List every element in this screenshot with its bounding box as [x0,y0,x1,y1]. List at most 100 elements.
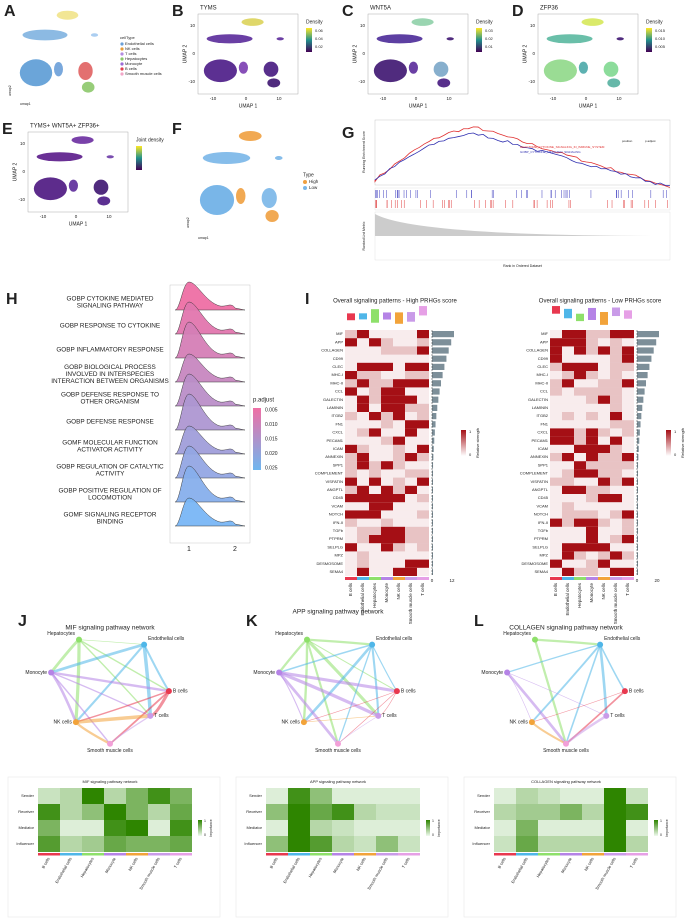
heat-cell [574,535,586,544]
heat-cell [550,477,562,486]
heat-cell [562,453,574,462]
cell-color-strip [598,577,610,580]
cell-color-strip [610,577,622,580]
label: COLLAGEN [526,348,548,353]
heat-cell [550,436,562,445]
heat-cell [381,420,393,429]
heat-cell [598,412,610,421]
heat-cell [598,371,610,380]
column-total-bar [564,308,572,319]
label: MIF [336,331,343,336]
density-cloud [97,196,111,206]
heat-cell [610,485,622,494]
umap-cluster [56,10,79,20]
density-cloud [581,18,604,26]
heat-cell [405,494,417,503]
heat-cell [586,518,598,527]
label: 0.01 [485,44,494,49]
heat-cell [381,362,393,371]
cell-color-strip [38,853,60,856]
heat-cell [586,412,598,421]
heat-cell [381,338,393,347]
network-edge [278,670,398,693]
heat-cell [582,788,604,804]
label: 0 [636,578,639,583]
heat-cell [345,485,357,494]
label: Monocyte [589,583,594,603]
label: Type [303,172,314,178]
heat-cell [345,346,357,355]
label: SEMA4 [329,569,343,574]
heat-cell [393,461,405,470]
heat-cell [604,836,626,852]
label: 10 [20,141,26,146]
heat-cell [610,477,622,486]
heat-cell [604,788,626,804]
heat-cell [598,346,610,355]
label: MHC-I [331,372,343,377]
umap-cluster [22,29,68,41]
heat-cell [310,836,332,852]
label: Smooth muscle cells [366,857,389,891]
heat-cell [598,387,610,396]
cell-color-strip [538,853,560,856]
label: T cells [382,713,397,719]
heat-cell [393,469,405,478]
network-edge [598,644,608,716]
label: 0 [245,96,248,101]
label: Endothelial cells [125,41,154,46]
heat-cell [598,535,610,544]
heat-cell [357,453,369,462]
label: Mediator [474,825,490,830]
label: Endothelial cells [565,582,570,615]
heat-cell [610,403,622,412]
row-total-bar [432,527,433,534]
heat-cell [562,461,574,470]
label: COLLAGEN [321,348,343,353]
label: 12 [449,578,455,583]
heat-cell [598,477,610,486]
label: -10 [380,96,387,101]
heat-cell [538,836,560,852]
heat-cell [381,330,393,339]
heat-cell [610,371,622,380]
heat-cell [622,559,634,568]
network-edge [378,690,398,717]
heat-cell [170,836,192,852]
row-total-bar [432,339,452,346]
label: cellType [120,35,135,40]
heat-cell [369,535,381,544]
label: Density [646,19,663,25]
density-cloud [93,179,109,195]
label: 1 [674,429,677,434]
row-total-bar [637,527,638,534]
network-edge [50,643,145,674]
network-node [563,740,569,747]
heat-cell [626,788,648,804]
heat-cell [550,330,562,339]
heat-cell [417,379,429,388]
heat-cell [550,395,562,404]
heat-cell [598,559,610,568]
label: 0 [192,51,195,56]
heat-cell [610,412,622,421]
heat-cell [550,526,562,535]
network-node [393,688,400,695]
heat-cell [266,836,288,852]
heat-cell [381,502,393,511]
label: Influencer [472,841,490,846]
heat-cell [369,543,381,552]
density-cloud [433,61,449,77]
heat-cell [550,362,562,371]
heat-cell [550,412,562,421]
network-node [304,636,310,643]
ridge [174,393,246,431]
heat-cell [393,494,405,503]
row-total-bar [432,503,433,510]
heat-cell [381,469,393,478]
cell-color-strip [550,577,562,580]
heat-cell [560,836,582,852]
heat-cell [582,836,604,852]
heat-cell [357,461,369,470]
row-total-bar [432,470,433,477]
